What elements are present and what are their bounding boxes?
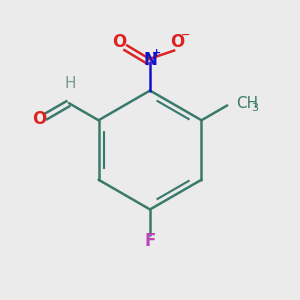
Text: O: O	[112, 33, 127, 51]
Text: 3: 3	[252, 103, 259, 113]
Text: H: H	[65, 76, 76, 92]
Text: O: O	[170, 33, 185, 51]
Text: N: N	[143, 51, 157, 69]
Text: CH: CH	[236, 96, 258, 111]
Text: −: −	[181, 30, 190, 40]
Text: +: +	[152, 48, 161, 59]
Text: F: F	[144, 232, 156, 250]
Text: O: O	[32, 110, 46, 128]
